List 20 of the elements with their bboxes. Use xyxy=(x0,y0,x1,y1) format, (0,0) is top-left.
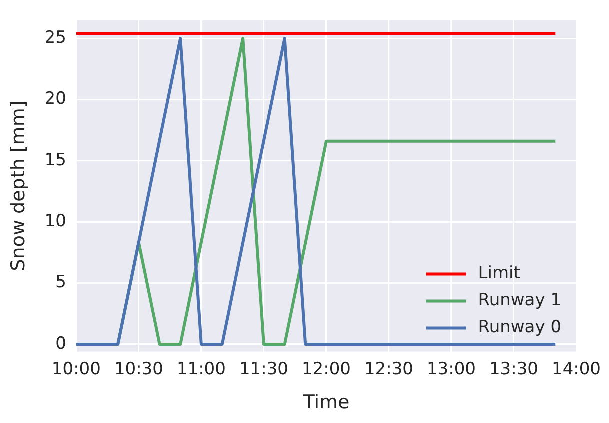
legend-label: Runway 0 xyxy=(478,318,562,338)
y-tick-label: 5 xyxy=(56,272,66,293)
y-tick-label: 10 xyxy=(44,212,66,232)
x-tick-label: 10:00 xyxy=(52,359,101,380)
y-tick-label: 20 xyxy=(44,89,66,110)
legend-label: Limit xyxy=(478,264,521,284)
legend-label: Runway 1 xyxy=(478,290,562,311)
x-axis-title: Time xyxy=(302,392,350,414)
x-tick-label: 12:30 xyxy=(364,359,414,380)
y-tick-label: 25 xyxy=(44,28,66,48)
x-tick-label: 12:00 xyxy=(302,359,351,380)
x-tick-label: 10:30 xyxy=(114,359,164,380)
x-tick-label: 11:00 xyxy=(176,359,226,380)
x-tick-label: 11:30 xyxy=(239,359,288,380)
x-tick-label: 13:00 xyxy=(426,359,476,380)
x-tick-label: 13:30 xyxy=(489,359,538,380)
y-tick-label: 15 xyxy=(44,150,66,170)
y-axis-title: Snow depth [mm] xyxy=(7,100,30,272)
y-tick-label: 0 xyxy=(56,334,66,354)
x-tick-label: 14:00 xyxy=(552,359,602,380)
